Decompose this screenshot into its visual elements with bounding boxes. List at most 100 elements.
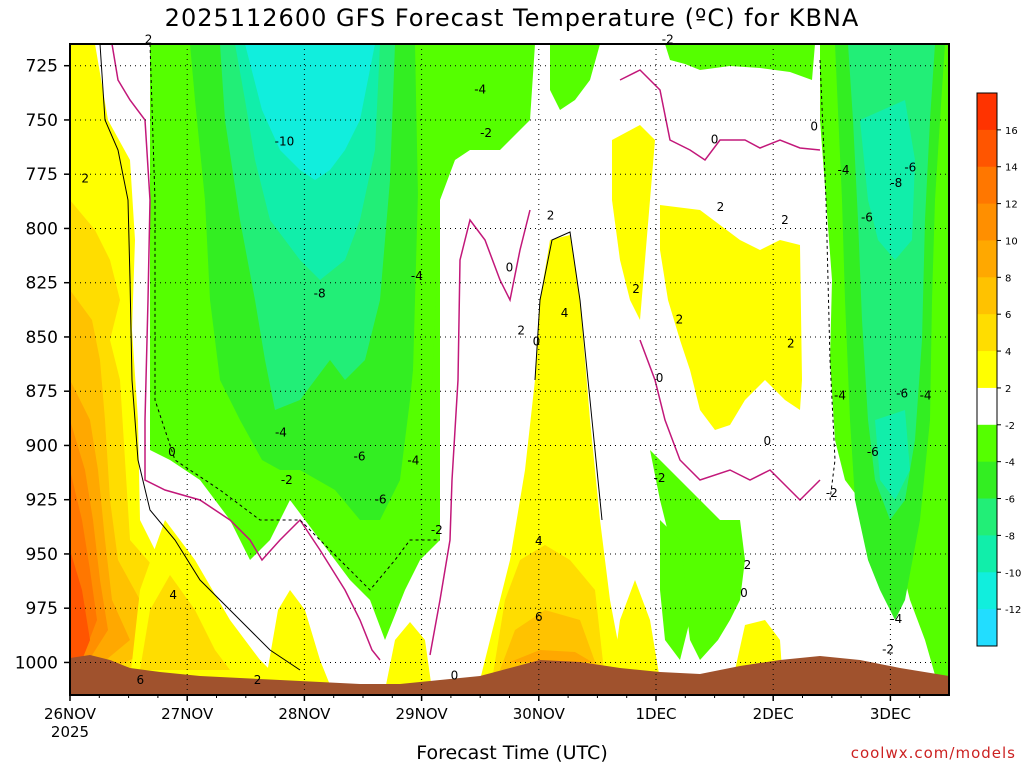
contour-label: -6 xyxy=(861,211,873,225)
colorbar-swatch xyxy=(977,240,997,278)
x-tick-label: 26NOV xyxy=(44,705,97,723)
contour-label: -4 xyxy=(474,83,486,97)
hump-29nov xyxy=(385,622,432,690)
contour-label: 4 xyxy=(535,534,543,548)
y-tick-label: 825 xyxy=(26,274,58,294)
contour-label: -4 xyxy=(275,425,287,439)
colorbar-swatch xyxy=(977,498,997,536)
x-tick-label: 3DEC xyxy=(870,705,911,723)
contour-label: 2 xyxy=(517,323,525,337)
contour-zero-west xyxy=(111,44,381,661)
cold-band-29-30 xyxy=(410,44,535,560)
colorbar-tick-label: -2 xyxy=(1005,421,1015,432)
contour-label: 0 xyxy=(506,261,514,275)
contour-label: -4 xyxy=(920,389,932,403)
contour-label: -8 xyxy=(314,287,326,301)
contour-label: -2 xyxy=(431,523,443,537)
site-credit: coolwx.com/models xyxy=(850,744,1016,762)
colorbar-swatch xyxy=(977,572,997,610)
y-tick-label: 725 xyxy=(26,57,58,77)
terrain xyxy=(70,655,949,695)
hump-28nov xyxy=(265,590,330,685)
contour-label: 2 xyxy=(145,33,153,47)
y-tick-label: 850 xyxy=(26,328,58,348)
x-tick-label: 28NOV xyxy=(278,705,331,723)
contour-label: -2 xyxy=(654,471,666,485)
colorbar-tick-label: 4 xyxy=(1005,347,1011,358)
contour-label: -6 xyxy=(867,445,879,459)
hump-27nov-4 xyxy=(140,575,230,670)
contour-label: 0 xyxy=(656,371,664,385)
y-tick-label: 875 xyxy=(26,382,58,402)
colorbar-swatch xyxy=(977,461,997,500)
contour-two-mid xyxy=(534,231,603,521)
warm-col-30nov xyxy=(480,235,625,680)
warm-col-30nov-8 xyxy=(510,650,592,662)
colorbar-swatch xyxy=(977,424,997,463)
x-tick-year: 2025 xyxy=(51,723,89,741)
y-tick-label: 925 xyxy=(26,491,58,511)
contour-label: 0 xyxy=(740,586,748,600)
contour-label: 2 xyxy=(254,673,262,687)
x-tick-label: 27NOV xyxy=(161,705,214,723)
colorbar-swatch xyxy=(977,166,997,205)
x-axis-title: Forecast Time (UTC) xyxy=(416,742,608,764)
contour-label: 0 xyxy=(810,119,818,133)
colorbar-tick-label: 2 xyxy=(1005,384,1011,395)
y-tick-label: 775 xyxy=(26,165,58,185)
contour-label: -4 xyxy=(407,454,419,468)
contour-zero-mid xyxy=(429,209,531,656)
contour-label: -8 xyxy=(890,176,902,190)
contour-label: 2 xyxy=(676,313,684,327)
contour-label: -6 xyxy=(904,161,916,175)
x-tick-label: 29NOV xyxy=(396,705,449,723)
cold-top-1-2dec xyxy=(665,44,815,80)
colorbar-swatch xyxy=(977,93,997,131)
x-tick-label: 1DEC xyxy=(635,705,676,723)
warm-slab-1dec xyxy=(612,125,655,320)
contour-label: 2 xyxy=(717,200,725,214)
cold-3dec-m8 xyxy=(860,100,915,260)
contour-neg2-east xyxy=(819,59,836,501)
colorbar-swatch xyxy=(977,129,997,168)
y-tick-label: 975 xyxy=(26,599,58,619)
contour-label: 0 xyxy=(451,668,459,682)
y-axis: 725 750 775 800 825 850 875 900 925 950 975 1000 xyxy=(15,57,70,673)
contour-zero-east xyxy=(619,69,821,162)
y-tick-label: 1000 xyxy=(15,653,58,673)
colorbar-tick-label: 12 xyxy=(1005,200,1018,211)
colorbar-tick-label: -4 xyxy=(1005,458,1015,469)
contour-label: -4 xyxy=(834,389,846,403)
contour-two-west xyxy=(99,44,301,671)
contour-label: -2 xyxy=(826,486,838,500)
contour-label: 4 xyxy=(169,588,177,602)
cold-band-m10 xyxy=(245,44,375,180)
colorbar-swatch xyxy=(977,609,997,647)
contour-label: 0 xyxy=(533,334,541,348)
contour-label: 2 xyxy=(781,213,789,227)
warm-foot-2dec xyxy=(735,620,782,670)
x-tick-label: 30NOV xyxy=(513,705,566,723)
colorbar-tick-label: -8 xyxy=(1005,531,1015,542)
warm-mid-1-2dec xyxy=(660,205,802,430)
colorbar-tick-label: 8 xyxy=(1005,273,1011,284)
contour-label: 4 xyxy=(561,306,569,320)
contour-label: -2 xyxy=(882,642,894,656)
y-tick-label: 950 xyxy=(26,545,58,565)
colorbar-swatch xyxy=(977,203,997,241)
contour-label: -4 xyxy=(838,163,850,177)
contour-label: 2 xyxy=(547,208,555,222)
cold-upper-30nov xyxy=(550,44,600,110)
y-tick-label: 900 xyxy=(26,436,58,456)
contour-label: -10 xyxy=(275,135,295,149)
y-tick-label: 750 xyxy=(26,111,58,131)
colorbar-tick-label: -12 xyxy=(1005,605,1021,616)
cold-band-1-2dec xyxy=(650,450,745,660)
colorbar-legend: 16 14 12 10 8 6 4 2 -2 -4 -6 -8 -10 -12 xyxy=(976,92,1021,647)
contour-label: -2 xyxy=(281,473,293,487)
contour-label: -6 xyxy=(896,386,908,400)
contour-label: 6 xyxy=(136,673,144,687)
colorbar-tick-label: 16 xyxy=(1005,126,1018,137)
